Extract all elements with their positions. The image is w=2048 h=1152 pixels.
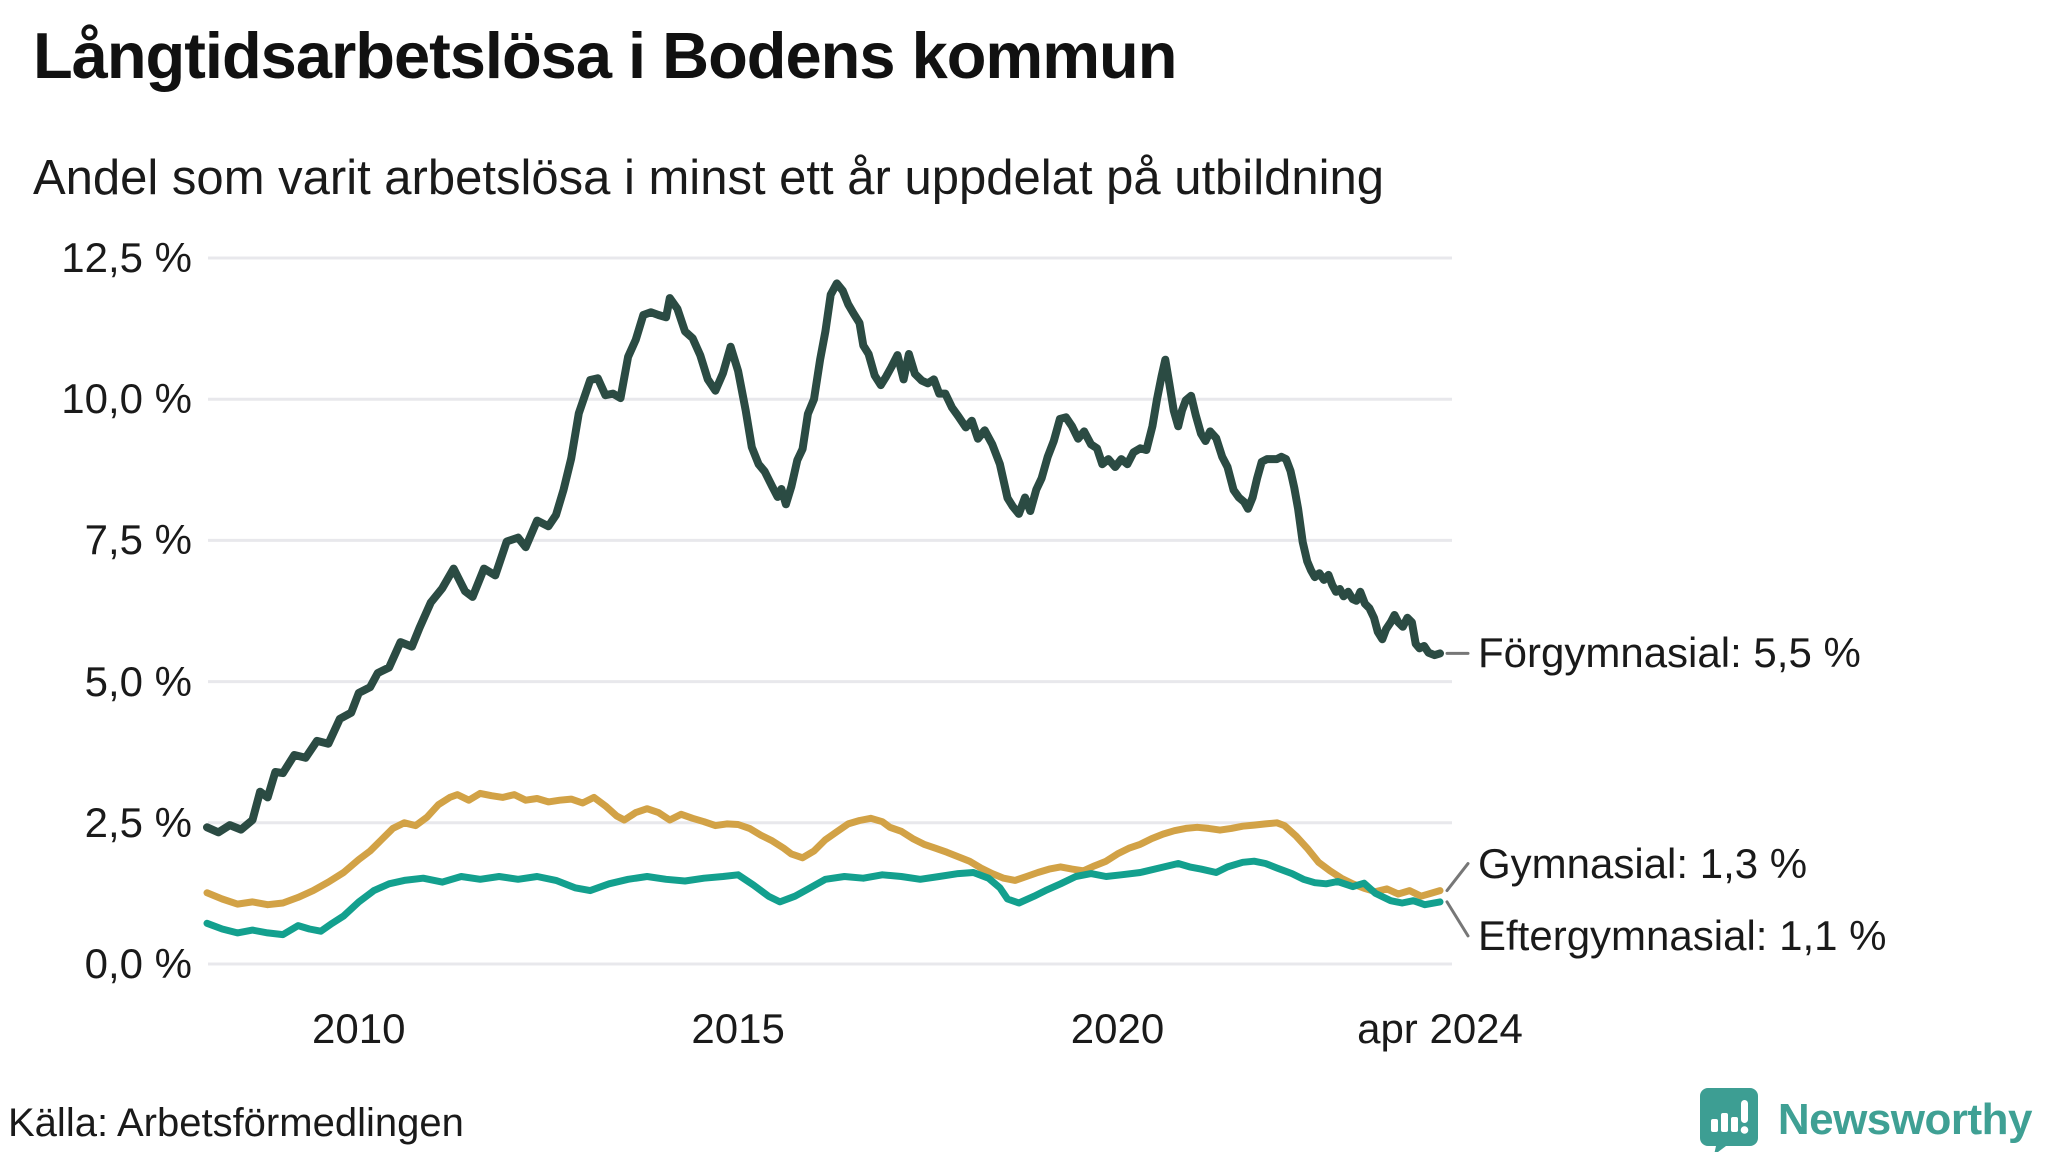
source-caption: Källa: Arbetsförmedlingen [8,1101,464,1145]
bar-2 [1720,1113,1728,1132]
exclamation-stem [1740,1100,1748,1123]
y-tick-label: 10,0 % [61,375,192,423]
x-tick-label: 2015 [691,1005,785,1052]
label-connector-eftergymnasial [1445,900,1470,938]
x-tick-label: 2010 [312,1005,406,1052]
y-tick-label: 7,5 % [84,516,192,564]
series-line-eftergymnasial [203,857,1444,939]
label-connector-gymnasial [1445,862,1470,893]
y-tick-label: 2,5 % [84,798,192,846]
chart-subtitle: Andel som varit arbetslösa i minst ett å… [33,151,1384,205]
newsworthy-bubble-icon [1699,1088,1758,1152]
series-line-gymnasial [203,789,1444,909]
bar-1 [1710,1119,1718,1132]
newsworthy-logo[interactable]: Newsworthy [1699,1088,2033,1152]
y-tick-label: 5,0 % [84,657,192,705]
chart-title: Långtidsarbetslösa i Bodens kommun [33,19,1177,92]
newsworthy-wordmark: Newsworthy [1777,1095,2033,1144]
x-tick-label: 2020 [1070,1005,1165,1052]
exclamation-dot [1740,1126,1749,1134]
bar-3 [1730,1117,1738,1132]
series-end-label-forgymnasial: Förgymnasial: 5,5 % [1478,629,1861,677]
y-tick-label: 12,5 % [61,234,192,281]
series-end-label-gymnasial: Gymnasial: 1,3 % [1478,839,1808,887]
x-tick-label: apr 2024 [1357,1005,1523,1052]
series-line-forgymnasial [203,279,1444,837]
series-end-label-eftergymnasial: Eftergymnasial: 1,1 % [1478,911,1887,959]
y-tick-label: 0,0 % [84,940,192,987]
